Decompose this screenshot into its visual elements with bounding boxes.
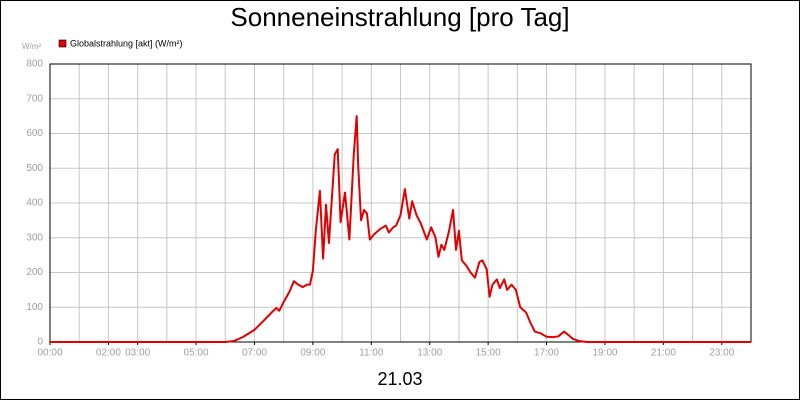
x-tick-label: 19:00 [592,348,617,359]
legend-label: Globalstrahlung [akt] (W/m²) [70,38,183,48]
y-tick-label: 700 [26,93,43,104]
x-tick-label: 23:00 [709,348,734,359]
x-tick-label: 09:00 [300,348,325,359]
x-tick-label: 05:00 [184,348,209,359]
x-tick-label: 21:00 [651,348,676,359]
y-tick-label: 200 [26,267,43,278]
x-tick-label: 03:00 [125,348,150,359]
legend-swatch [58,39,67,48]
x-axis-label: 21.03 [377,369,422,389]
x-tick-label: 07:00 [242,348,267,359]
series-line [50,115,751,343]
x-tick-label: 11:00 [359,348,384,359]
y-tick-label: 400 [26,198,43,209]
x-tick-label: 15:00 [476,348,501,359]
legend: Globalstrahlung [akt] (W/m²) [58,38,183,48]
y-tick-label: 600 [26,128,43,139]
y-tick-label: 800 [26,59,43,70]
x-tick-label: 02:00 [96,348,121,359]
x-tick-label: 13:00 [417,348,442,359]
y-tick-label: 500 [26,163,43,174]
x-tick-label: 00:00 [37,348,62,359]
y-tick-label: 300 [26,232,43,243]
y-unit: W/m² [22,42,41,51]
x-tick-label: 17:00 [534,348,559,359]
y-tick-label: 100 [26,302,43,313]
chart-title: Sonneneinstrahlung [pro Tag] [230,2,569,32]
y-tick-label: 0 [37,337,43,348]
plot-border [49,63,752,343]
